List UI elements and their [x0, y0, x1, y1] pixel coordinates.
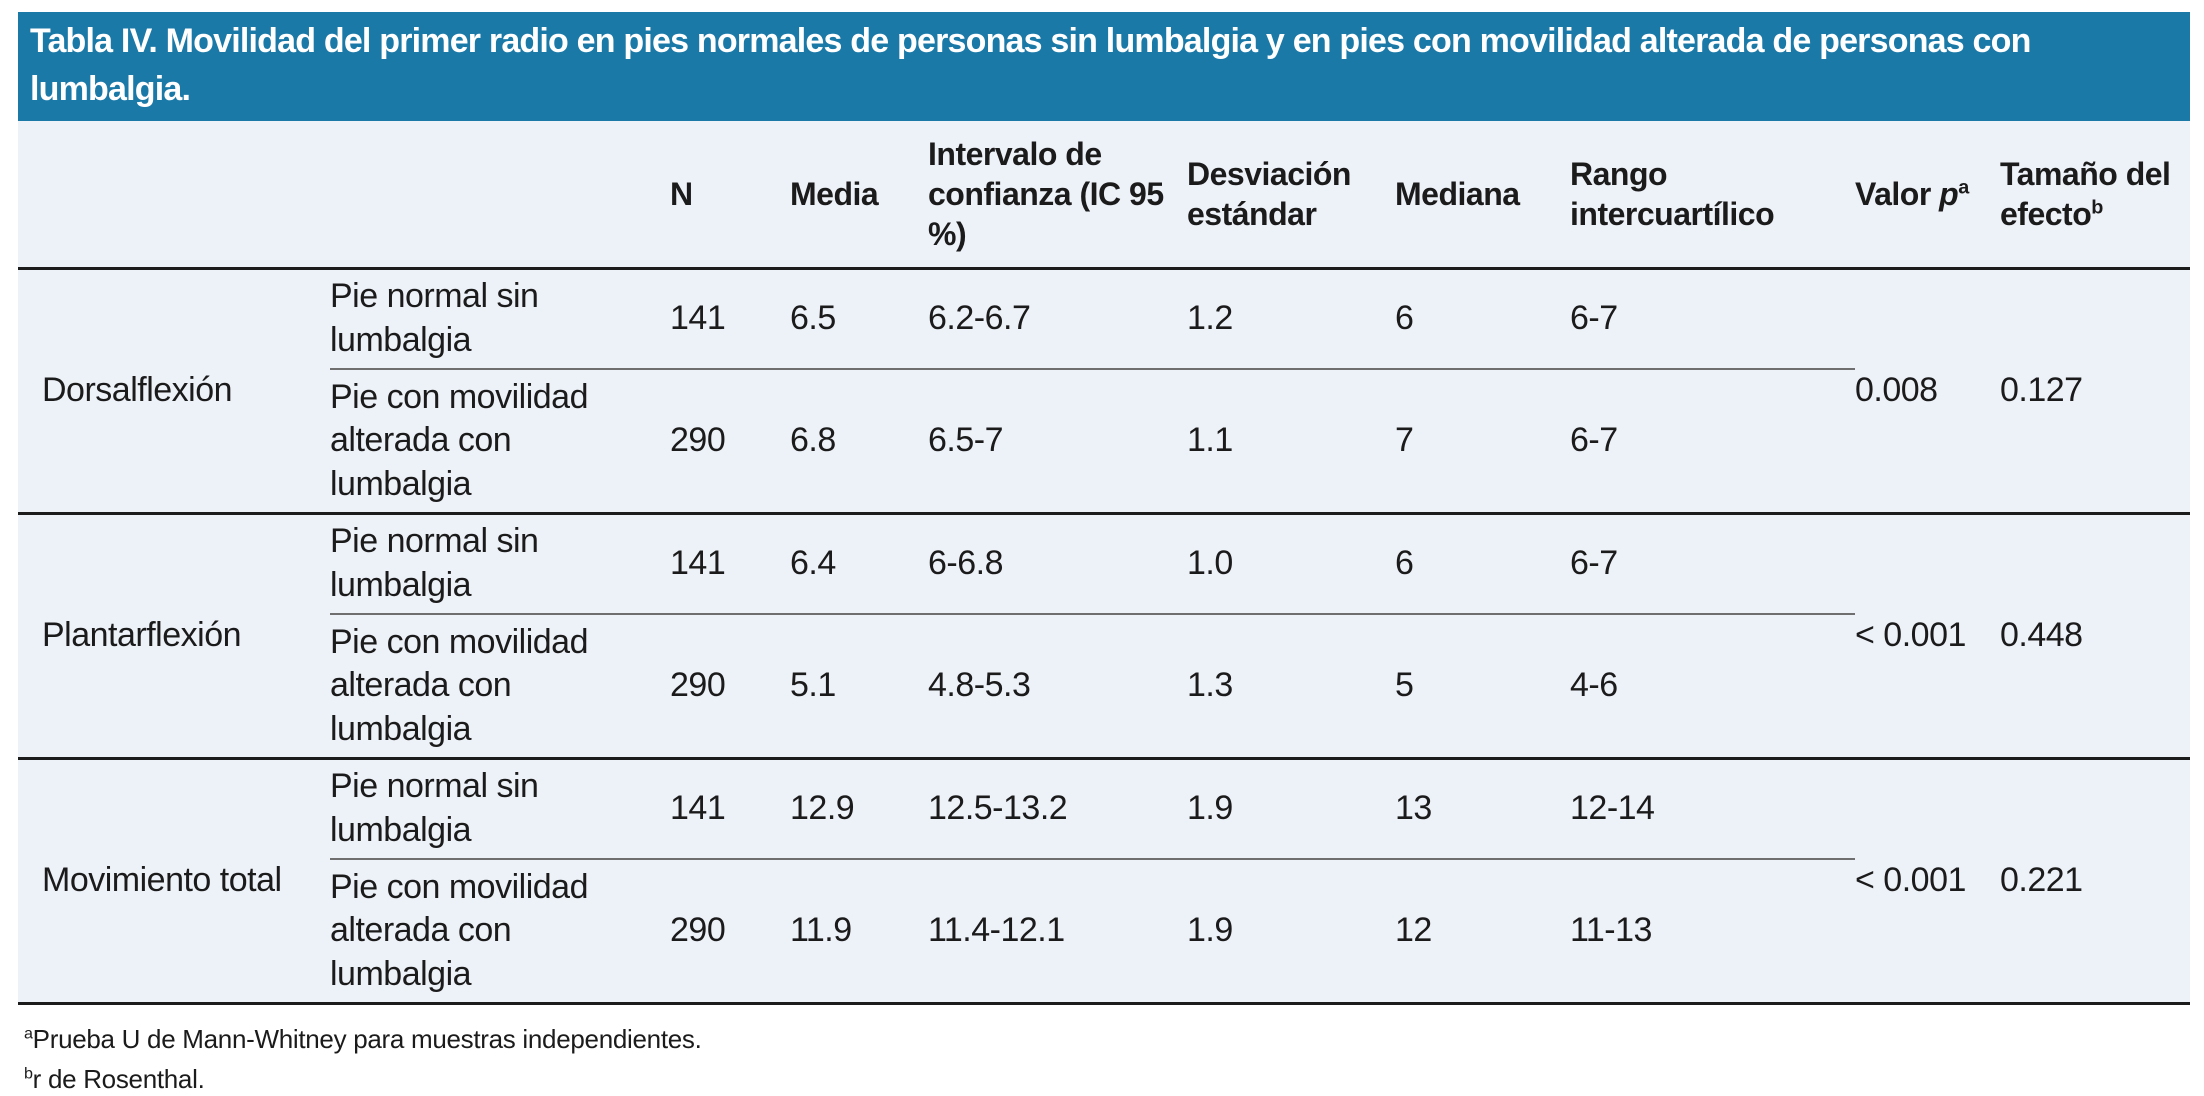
group-label: Pie normal sin lumbalgia [330, 758, 670, 860]
col-header-variable [18, 121, 330, 271]
col-header-rango: Rango intercuartílico [1570, 121, 1855, 271]
cell-rango: 6-7 [1570, 368, 1855, 516]
cell-rango: 4-6 [1570, 613, 1855, 761]
col-header-tamano: Tamaño del efectob [2000, 121, 2190, 271]
cell-n: 141 [670, 758, 790, 860]
cell-tamano-efecto: 0.448 [2000, 513, 2190, 761]
footnote-b-marker: b [24, 1064, 33, 1083]
cell-mediana: 6 [1395, 268, 1570, 370]
cell-ic: 6.2-6.7 [928, 268, 1187, 370]
col-header-ic: Intervalo de confianza (IC 95 %) [928, 121, 1187, 271]
table-row: Dorsalflexión Pie normal sin lumbalgia 1… [18, 268, 2190, 516]
cell-media: 6.4 [790, 513, 928, 615]
cell-media: 12.9 [790, 758, 928, 860]
table-row: Plantarflexión Pie normal sin lumbalgia … [18, 513, 2190, 761]
footnote-b: br de Rosenthal. [24, 1059, 2190, 1096]
cell-rango: 11-13 [1570, 858, 1855, 1006]
group-label: Pie normal sin lumbalgia [330, 268, 670, 370]
cell-desviacion: 1.3 [1187, 613, 1395, 761]
cell-mediana: 5 [1395, 613, 1570, 761]
col-header-desviacion: Desviación estándar [1187, 121, 1395, 271]
cell-ic: 11.4-12.1 [928, 858, 1187, 1006]
cell-tamano-efecto: 0.127 [2000, 268, 2190, 516]
cell-desviacion: 1.1 [1187, 368, 1395, 516]
table-row: Movimiento total Pie normal sin lumbalgi… [18, 758, 2190, 1006]
group-label: Pie con movilidad alterada con lumbalgia [330, 858, 670, 1006]
cell-media: 6.8 [790, 368, 928, 516]
col-header-mediana: Mediana [1395, 121, 1570, 271]
footnote-a-text: Prueba U de Mann-Whitney para muestras i… [32, 1024, 702, 1055]
cell-n: 290 [670, 858, 790, 1006]
header-row: N Media Intervalo de confianza (IC 95 %)… [18, 121, 2190, 271]
group-label: Pie con movilidad alterada con lumbalgia [330, 613, 670, 761]
cell-desviacion: 1.9 [1187, 758, 1395, 860]
table-row: Pie con movilidad alterada con lumbalgia… [18, 858, 2190, 1006]
footnote-a: aPrueba U de Mann-Whitney para muestras … [24, 1019, 2190, 1059]
cell-rango: 12-14 [1570, 758, 1855, 860]
variable-label: Movimiento total [18, 758, 330, 1006]
cell-n: 141 [670, 268, 790, 370]
cell-ic: 4.8-5.3 [928, 613, 1187, 761]
cell-ic: 12.5-13.2 [928, 758, 1187, 860]
cell-media: 11.9 [790, 858, 928, 1006]
cell-desviacion: 1.2 [1187, 268, 1395, 370]
group-label: Pie con movilidad alterada con lumbalgia [330, 368, 670, 516]
cell-tamano-efecto: 0.221 [2000, 758, 2190, 1006]
cell-mediana: 12 [1395, 858, 1570, 1006]
cell-ic: 6.5-7 [928, 368, 1187, 516]
cell-valor-p: < 0.001 [1855, 758, 2000, 1006]
table-title: Tabla IV. Movilidad del primer radio en … [30, 22, 2031, 108]
p-symbol: p [1939, 176, 1959, 213]
footnote-a-marker: a [24, 1024, 33, 1043]
cell-desviacion: 1.0 [1187, 513, 1395, 615]
footnote-marker-a: a [1958, 176, 1969, 199]
footnote-marker-b: b [2091, 196, 2103, 219]
cell-valor-p: 0.008 [1855, 268, 2000, 516]
cell-media: 5.1 [790, 613, 928, 761]
col-header-valor-p: Valor pa [1855, 121, 2000, 271]
cell-mediana: 7 [1395, 368, 1570, 516]
col-header-group [330, 121, 670, 271]
table-row: Pie con movilidad alterada con lumbalgia… [18, 613, 2190, 761]
col-header-n: N [670, 121, 790, 271]
cell-mediana: 13 [1395, 758, 1570, 860]
data-table: N Media Intervalo de confianza (IC 95 %)… [18, 121, 2190, 1006]
cell-ic: 6-6.8 [928, 513, 1187, 615]
cell-n: 290 [670, 368, 790, 516]
variable-label: Plantarflexión [18, 513, 330, 761]
footnote-b-text: r de Rosenthal. [32, 1064, 205, 1095]
cell-desviacion: 1.9 [1187, 858, 1395, 1006]
cell-mediana: 6 [1395, 513, 1570, 615]
group-label: Pie normal sin lumbalgia [330, 513, 670, 615]
cell-media: 6.5 [790, 268, 928, 370]
cell-valor-p: < 0.001 [1855, 513, 2000, 761]
col-header-media: Media [790, 121, 928, 271]
table-title-bar: Tabla IV. Movilidad del primer radio en … [18, 12, 2190, 122]
footnotes: aPrueba U de Mann-Whitney para muestras … [18, 1005, 2190, 1096]
cell-rango: 6-7 [1570, 268, 1855, 370]
cell-n: 290 [670, 613, 790, 761]
cell-rango: 6-7 [1570, 513, 1855, 615]
cell-n: 141 [670, 513, 790, 615]
table-row: Pie con movilidad alterada con lumbalgia… [18, 368, 2190, 516]
variable-label: Dorsalflexión [18, 268, 330, 516]
